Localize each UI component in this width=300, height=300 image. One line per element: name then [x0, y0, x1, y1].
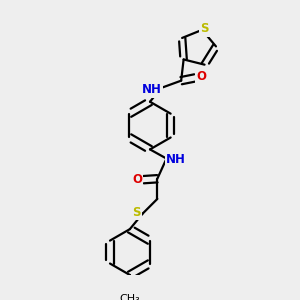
Text: O: O — [132, 173, 142, 186]
Text: S: S — [201, 22, 209, 35]
Text: CH₃: CH₃ — [119, 294, 140, 300]
Text: NH: NH — [166, 153, 186, 166]
Text: O: O — [196, 70, 206, 83]
Text: S: S — [132, 206, 140, 219]
Text: NH: NH — [142, 83, 162, 96]
